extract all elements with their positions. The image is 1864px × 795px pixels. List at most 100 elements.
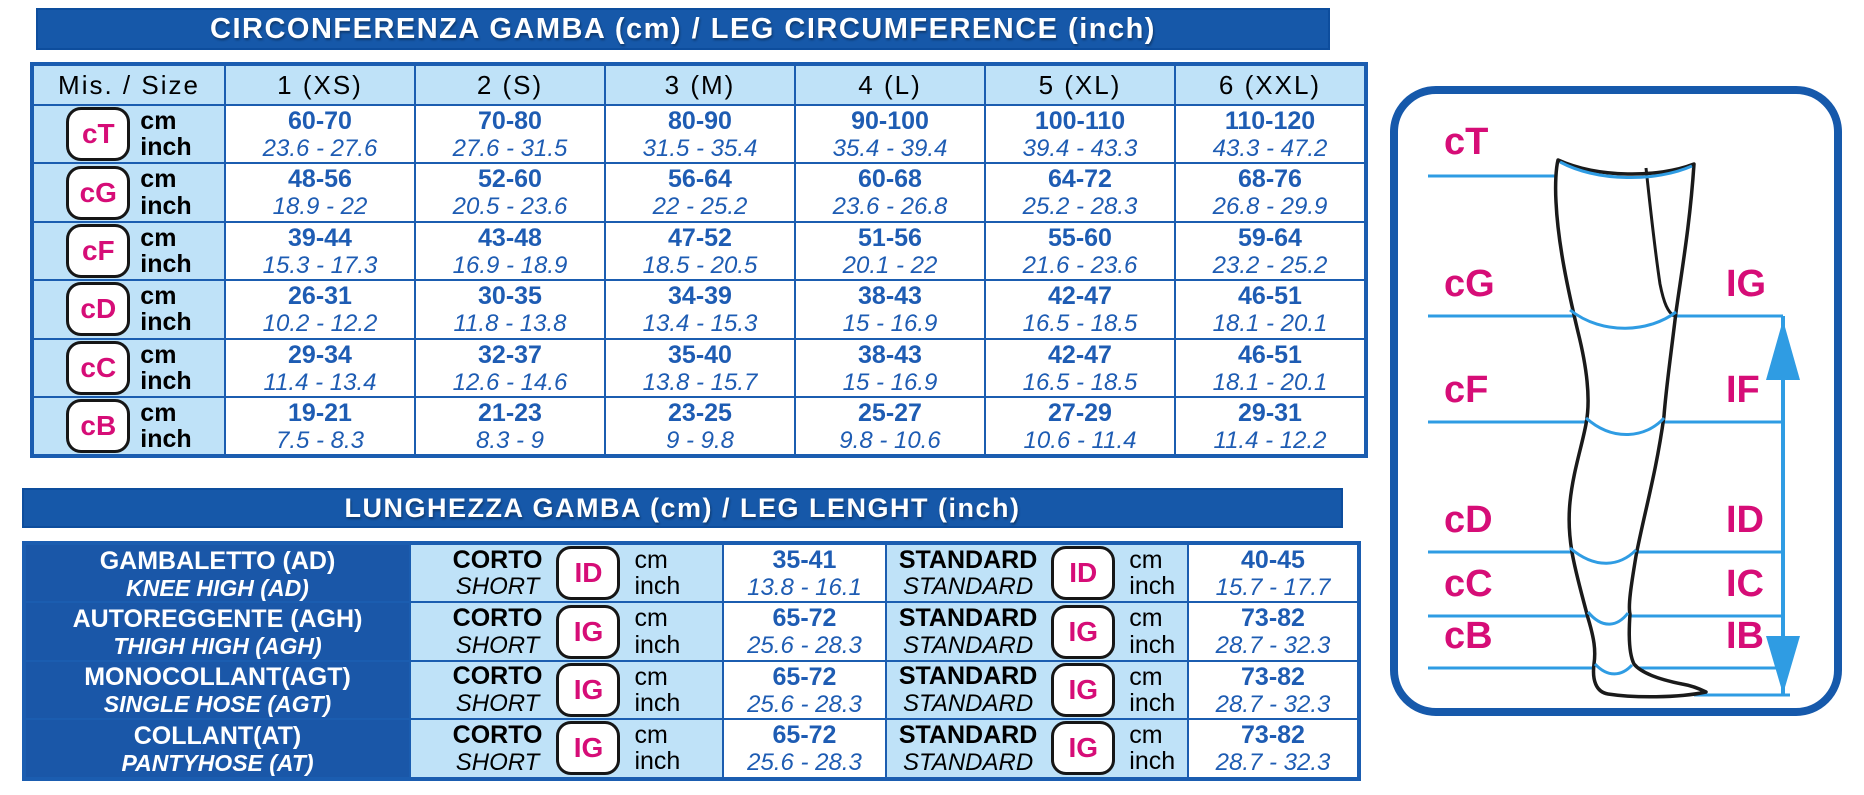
garment-name-cell: MONOCOLLANT(AGT) SINGLE HOSE (AGT) [23, 659, 411, 721]
measurement-cell: 42-47 16.5 - 18.5 [984, 279, 1176, 340]
measurement-cell: 29-34 11.4 - 13.4 [224, 337, 416, 398]
cm-range-value: 38-43 [858, 282, 922, 311]
inch-range-value: 16.5 - 18.5 [1022, 368, 1138, 396]
cm-range-value: 27-29 [1048, 398, 1112, 427]
cm-range-value: 29-31 [1238, 398, 1302, 427]
circumference-header-row: Mis. / Size 1 (XS) 2 (S) 3 (M) 4 (L) 5 (XL) 6… [31, 63, 1367, 106]
unit-labels: cm inch [634, 605, 680, 658]
measurement-cell: 68-76 26.8 - 29.9 [1174, 162, 1367, 223]
measurement-cell: 60-70 23.6 - 27.6 [224, 103, 416, 165]
cm-range-value: 68-76 [1238, 165, 1302, 194]
variant-label-english: STANDARD [902, 573, 1034, 601]
cm-range-value: 56-64 [668, 165, 732, 194]
cm-range-value: 65-72 [772, 721, 837, 750]
length-row: COLLANT(AT) PANTYHOSE (AT) CORTO SHORT IG cm i… [23, 718, 1360, 780]
garment-name-cell: GAMBALETTO (AD) KNEE HIGH (AD) [23, 541, 411, 604]
unit-labels: cm inch [140, 283, 191, 336]
inch-range-value: 20.1 - 22 [842, 251, 938, 279]
size-column-header: 1 (XS) [224, 63, 416, 106]
inch-range-value: 28.7 - 32.3 [1215, 749, 1331, 777]
cm-unit-label: cm [634, 545, 668, 574]
arc-cd [1569, 546, 1638, 565]
inch-range-value: 11.4 - 13.4 [263, 368, 377, 396]
inch-unit-label: inch [634, 630, 681, 659]
variant-labels: CORTO SHORT [453, 546, 543, 601]
cm-range-value: 35-41 [772, 546, 837, 574]
length-value-cell: 73-82 28.7 - 32.3 [1187, 601, 1360, 662]
measurement-cell: 19-21 7.5 - 8.3 [224, 395, 416, 458]
variant-labels: STANDARD STANDARD [899, 546, 1037, 601]
row-header-cell: cC cm inch [31, 337, 226, 398]
unit-labels: cm inch [1129, 663, 1176, 717]
cm-range-value: 100-110 [1034, 107, 1126, 135]
size-corner-header: Mis. / Size [31, 63, 226, 106]
cm-range-value: 55-60 [1048, 223, 1112, 252]
inch-range-value: 28.7 - 32.3 [1215, 690, 1331, 718]
measurement-cell: 56-64 22 - 25.2 [604, 162, 796, 223]
length-value-cell: 65-72 25.6 - 28.3 [722, 659, 887, 721]
length-point-badge: ID [556, 546, 621, 601]
inch-range-value: 20.5 - 23.6 [452, 193, 568, 221]
inch-range-value: 11.4 - 12.2 [1213, 426, 1327, 454]
cm-range-value: 59-64 [1238, 223, 1302, 252]
length-point-badge: IG [1051, 662, 1116, 717]
variant-inner: CORTO SHORT ID cm inch [411, 546, 722, 601]
length-value-cell: 65-72 25.6 - 28.3 [722, 718, 887, 780]
inch-range-value: 23.6 - 27.6 [262, 135, 378, 162]
cm-range-value: 25-27 [858, 398, 922, 427]
measurement-cell: 64-72 25.2 - 28.3 [984, 162, 1176, 223]
inch-range-value: 22 - 25.2 [652, 193, 748, 221]
row-header-inner: cF cm inch [34, 223, 224, 278]
length-title: LUNGHEZZA GAMBA (cm) / LEG LENGHT (inch) [344, 492, 1021, 523]
inch-range-value: 31.5 - 35.4 [642, 135, 758, 162]
cm-unit-label: cm [140, 106, 177, 135]
variant-cell: CORTO SHORT ID cm inch [409, 541, 724, 604]
circumference-row: cF cm inch 39-44 15.3 - 17.3 43-48 16.9 - 18.9… [31, 220, 1367, 282]
diagram-label-cb: cB [1444, 615, 1493, 657]
cm-range-value: 39-44 [288, 223, 352, 252]
variant-inner: STANDARD STANDARD ID cm inch [887, 546, 1187, 601]
cm-range-value: 48-56 [288, 165, 352, 194]
inch-range-value: 18.9 - 22 [272, 193, 368, 221]
cm-range-value: 64-72 [1048, 165, 1112, 194]
length-point-badge: IG [556, 721, 621, 776]
variant-label-italian: STANDARD [898, 720, 1038, 749]
measurement-cell: 60-68 23.6 - 26.8 [794, 162, 986, 223]
length-value-cell: 40-45 15.7 - 17.7 [1187, 541, 1360, 604]
inch-unit-label: inch [140, 133, 192, 162]
circumference-title-bar: CIRCONFERENZA GAMBA (cm) / LEG CIRCUMFER… [36, 8, 1330, 50]
diagram-label-cf: cF [1444, 369, 1488, 411]
cm-range-value: 34-39 [668, 282, 732, 311]
inch-unit-label: inch [140, 366, 192, 395]
cm-range-value: 42-47 [1048, 282, 1112, 311]
cm-range-value: 60-70 [288, 107, 352, 135]
measurement-cell: 29-31 11.4 - 12.2 [1174, 395, 1367, 458]
cm-range-value: 110-120 [1224, 107, 1316, 135]
diagram-label-ic: IC [1726, 563, 1764, 605]
row-header-cell: cT cm inch [31, 103, 226, 165]
length-table-body: GAMBALETTO (AD) KNEE HIGH (AD) CORTO SHORT I… [23, 541, 1360, 780]
variant-cell: STANDARD STANDARD ID cm inch [885, 541, 1189, 604]
inch-unit-label: inch [1129, 688, 1176, 717]
circumference-title: CIRCONFERENZA GAMBA (cm) / LEG CIRCUMFER… [210, 12, 1156, 45]
cm-unit-label: cm [1129, 604, 1163, 633]
cm-range-value: 38-43 [858, 340, 922, 369]
length-arrow-down-icon [1766, 636, 1800, 694]
measurement-cell: 59-64 23.2 - 25.2 [1174, 220, 1367, 282]
variant-cell: CORTO SHORT IG cm inch [409, 601, 724, 662]
size-column-header: 5 (XL) [984, 63, 1176, 106]
length-row: AUTOREGGENTE (AGH) THIGH HIGH (AGH) CORTO S… [23, 601, 1360, 662]
measurement-cell: 100-110 39.4 - 43.3 [984, 103, 1176, 165]
inch-unit-label: inch [140, 425, 192, 454]
variant-label-italian: CORTO [452, 604, 543, 633]
variant-label-english: SHORT [455, 690, 540, 718]
measurement-cell: 47-52 18.5 - 20.5 [604, 220, 796, 282]
inch-range-value: 7.5 - 8.3 [275, 426, 365, 454]
inch-range-value: 15.3 - 17.3 [262, 251, 378, 279]
measure-point-badge: cD [66, 282, 131, 337]
diagram-label-if: IF [1726, 369, 1760, 411]
variant-cell: STANDARD STANDARD IG cm inch [885, 718, 1189, 780]
cm-range-value: 29-34 [288, 340, 352, 369]
cm-range-value: 60-68 [858, 165, 922, 194]
row-header-inner: cT cm inch [34, 106, 224, 162]
